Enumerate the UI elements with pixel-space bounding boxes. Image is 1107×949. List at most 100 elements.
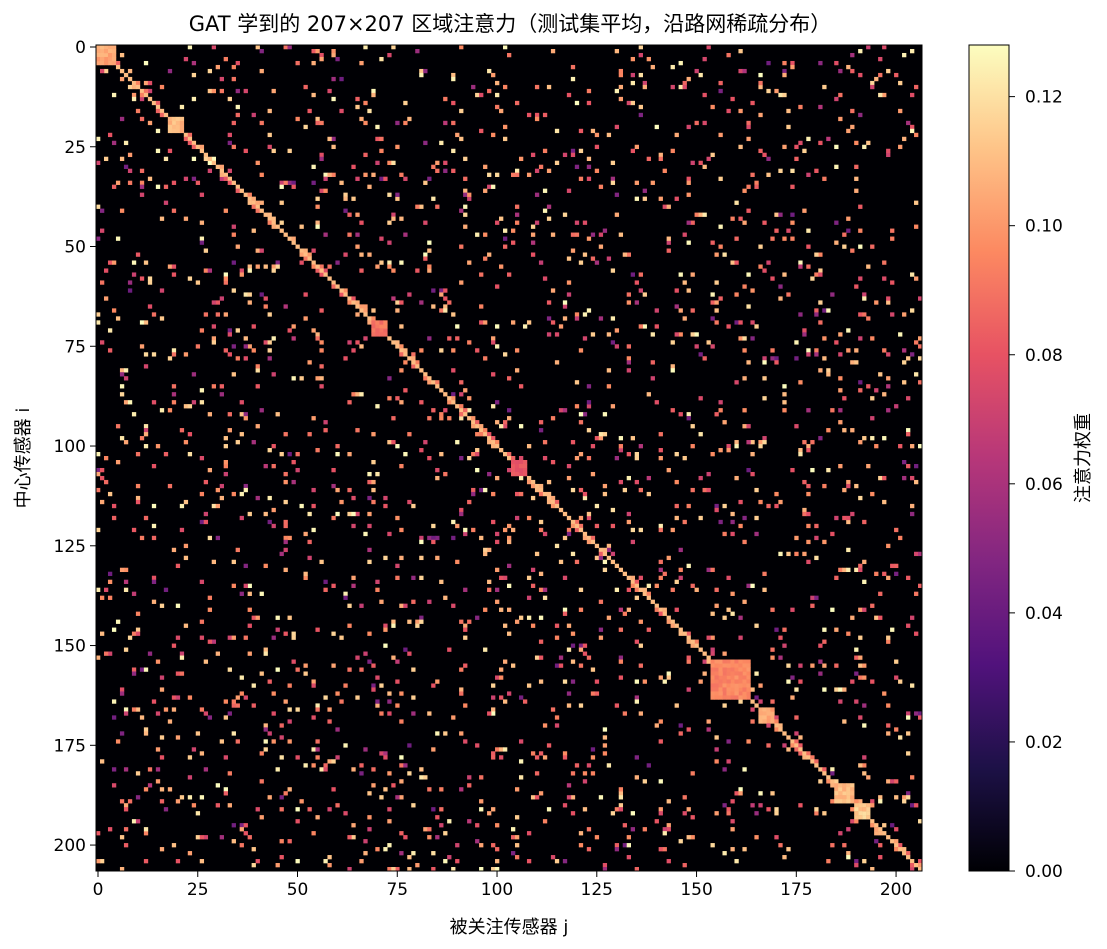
heatmap-cell bbox=[786, 108, 791, 114]
heatmap-cell bbox=[734, 320, 739, 325]
heatmap-cell bbox=[315, 120, 320, 126]
heatmap-cell bbox=[786, 228, 791, 233]
heatmap-cell bbox=[534, 755, 540, 760]
heatmap-cell bbox=[367, 559, 372, 565]
heatmap-cell bbox=[686, 288, 691, 293]
heatmap-cell bbox=[219, 483, 224, 489]
heatmap-cell bbox=[790, 212, 795, 217]
heatmap-cell bbox=[886, 639, 891, 644]
heatmap-cell bbox=[518, 463, 524, 469]
heatmap-cell bbox=[746, 304, 751, 309]
heatmap-cell bbox=[235, 88, 240, 94]
heatmap-cell bbox=[119, 372, 125, 377]
heatmap-cell bbox=[127, 168, 133, 173]
heatmap-cell bbox=[155, 779, 161, 784]
heatmap-cell bbox=[586, 428, 592, 433]
heatmap-cell bbox=[886, 575, 891, 580]
heatmap-cell bbox=[323, 232, 328, 237]
heatmap-cell bbox=[738, 320, 743, 325]
heatmap-cell bbox=[343, 208, 348, 213]
heatmap-cell bbox=[135, 631, 141, 636]
heatmap-cell bbox=[359, 308, 364, 313]
heatmap-cell bbox=[706, 156, 711, 162]
heatmap-cell bbox=[874, 831, 879, 836]
heatmap-cell bbox=[542, 188, 548, 193]
heatmap-cell bbox=[578, 348, 584, 353]
heatmap-cell bbox=[618, 607, 624, 612]
heatmap-cell bbox=[315, 332, 320, 337]
heatmap-cell bbox=[802, 208, 807, 213]
heatmap-cell bbox=[467, 619, 472, 624]
heatmap-cell bbox=[862, 296, 867, 301]
heatmap-cell bbox=[714, 691, 719, 696]
heatmap-cell bbox=[135, 627, 141, 632]
heatmap-cell bbox=[379, 599, 384, 604]
colorbar-tick-label: 0.02 bbox=[1025, 733, 1063, 753]
heatmap-cell bbox=[399, 172, 404, 177]
heatmap-cell bbox=[491, 707, 496, 712]
heatmap-cell bbox=[610, 176, 616, 181]
heatmap-cell bbox=[311, 328, 316, 333]
heatmap-cell bbox=[271, 224, 276, 229]
heatmap-cell bbox=[179, 128, 185, 134]
heatmap-cell bbox=[467, 408, 472, 413]
heatmap-cell bbox=[435, 475, 440, 481]
heatmap-cell bbox=[694, 332, 699, 337]
heatmap-cell bbox=[139, 88, 145, 94]
heatmap-cell bbox=[203, 659, 209, 664]
heatmap-cell bbox=[742, 408, 747, 413]
heatmap-cell bbox=[698, 212, 703, 217]
heatmap-cell bbox=[530, 240, 536, 245]
heatmap-cell bbox=[574, 404, 580, 409]
heatmap-cell bbox=[734, 791, 739, 796]
heatmap-cell bbox=[475, 348, 480, 353]
heatmap-cell bbox=[351, 575, 356, 580]
heatmap-cell bbox=[111, 715, 117, 720]
heatmap-cell bbox=[96, 45, 101, 50]
heatmap-cell bbox=[271, 444, 276, 449]
heatmap-cell bbox=[467, 260, 472, 265]
heatmap-cell bbox=[287, 683, 292, 688]
heatmap-cell bbox=[355, 212, 360, 217]
heatmap-cell bbox=[618, 232, 624, 237]
heatmap-cell bbox=[626, 100, 631, 106]
heatmap-cell bbox=[854, 164, 859, 169]
heatmap-cell bbox=[658, 811, 663, 816]
heatmap-cell bbox=[550, 495, 556, 501]
heatmap-cell bbox=[762, 571, 767, 577]
heatmap-cell bbox=[770, 647, 775, 652]
heatmap-cell bbox=[123, 440, 129, 445]
heatmap-cell bbox=[682, 519, 687, 525]
heatmap-cell bbox=[798, 140, 803, 146]
heatmap-cell bbox=[375, 471, 380, 477]
heatmap-cell bbox=[479, 304, 484, 309]
heatmap-cell bbox=[411, 352, 416, 357]
heatmap-cell bbox=[231, 224, 236, 229]
heatmap-cell bbox=[215, 803, 220, 808]
heatmap-cell bbox=[746, 467, 751, 473]
heatmap-cell bbox=[415, 268, 420, 273]
heatmap-cell bbox=[622, 823, 628, 828]
heatmap-cell bbox=[487, 440, 492, 445]
heatmap-cell bbox=[459, 456, 464, 461]
heatmap-cell bbox=[538, 260, 544, 265]
heatmap-cell bbox=[818, 659, 823, 664]
heatmap-cell bbox=[443, 304, 448, 309]
heatmap-cell bbox=[307, 360, 312, 365]
heatmap-cell bbox=[367, 547, 372, 553]
heatmap-cell bbox=[726, 811, 731, 816]
heatmap-cell bbox=[423, 256, 428, 261]
heatmap-cell bbox=[127, 84, 133, 90]
heatmap-cell bbox=[726, 659, 731, 664]
heatmap-cell bbox=[207, 715, 213, 720]
heatmap-cell bbox=[143, 667, 149, 672]
heatmap-cell bbox=[451, 168, 456, 173]
heatmap-cell bbox=[906, 851, 911, 856]
heatmap-cell bbox=[143, 831, 149, 836]
heatmap-cell bbox=[383, 847, 388, 852]
heatmap-cell bbox=[207, 639, 213, 644]
heatmap-cell bbox=[403, 348, 408, 353]
heatmap-cell bbox=[846, 783, 851, 788]
heatmap-cell bbox=[702, 671, 707, 676]
heatmap-cell bbox=[263, 647, 268, 652]
